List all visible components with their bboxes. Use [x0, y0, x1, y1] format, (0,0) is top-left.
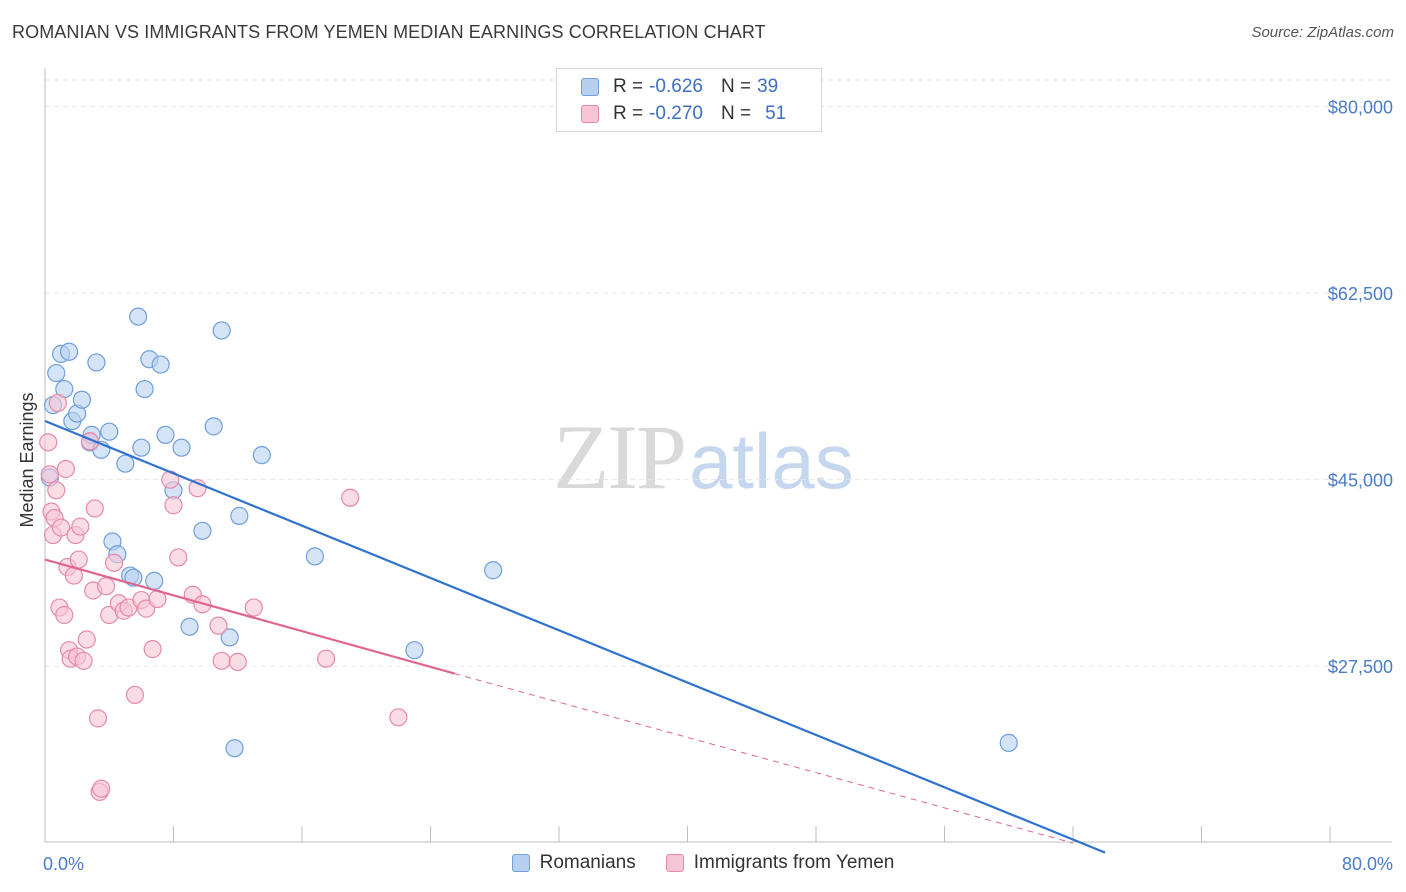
point-romanians	[225, 739, 244, 758]
point-yemen	[104, 553, 124, 572]
point-romanians	[151, 355, 170, 374]
point-yemen	[39, 433, 58, 452]
gridlines	[45, 79, 1392, 667]
trend-line-yemen-extension	[454, 673, 1074, 844]
point-romanians	[156, 425, 175, 444]
legend-r-label: R =	[613, 103, 644, 124]
point-romanians	[305, 547, 324, 566]
watermark-zip: ZIP	[553, 406, 687, 508]
legend-r-label: R =	[613, 76, 644, 97]
point-yemen	[71, 517, 90, 536]
legend-n-value: 39	[757, 76, 779, 97]
legend-row-romanians: R = -0.626 N = 39	[581, 74, 778, 100]
y-tick-label: $62,500	[1328, 284, 1393, 304]
trend-lines	[44, 420, 1106, 854]
point-yemen	[69, 550, 88, 569]
x-tick-label-max: 80.0%	[1342, 854, 1393, 874]
legend-n-label: N =	[720, 103, 752, 124]
data-points	[39, 307, 1018, 802]
point-yemen	[77, 630, 96, 649]
y-tick-label: $27,500	[1328, 657, 1393, 677]
point-romanians	[405, 641, 424, 660]
point-romanians	[87, 353, 106, 372]
legend-n-label: N =	[720, 76, 752, 97]
zipatlas-watermark: ZIPatlas	[553, 404, 854, 510]
point-romanians	[100, 422, 119, 441]
trend-line-yemen	[44, 558, 455, 675]
point-romanians	[193, 521, 212, 540]
legend-swatch-romanians	[511, 854, 530, 872]
point-yemen	[244, 598, 263, 617]
axis-labels: $80,000 $62,500 $45,000 $27,500 0.0% 80.0% Med…	[17, 98, 1393, 874]
axes	[44, 68, 1392, 843]
point-yemen	[164, 496, 183, 515]
point-yemen	[88, 709, 108, 728]
point-yemen	[48, 393, 67, 413]
legend-swatch-romanians	[581, 78, 599, 96]
source-credit: Source: ZipAtlas.com	[1251, 24, 1394, 41]
point-romanians	[59, 342, 79, 361]
point-romanians	[180, 617, 199, 636]
legend-item-romanians[interactable]: Romanians	[511, 852, 636, 874]
y-axis-title: Median Earnings	[17, 392, 37, 527]
point-romanians	[204, 417, 223, 436]
point-yemen	[85, 499, 104, 518]
point-yemen	[316, 649, 336, 668]
point-romanians	[145, 571, 164, 590]
trend-line-romanians	[44, 420, 1106, 854]
point-yemen	[40, 465, 59, 484]
y-tick-label: $45,000	[1328, 471, 1393, 491]
legend-swatch-yemen	[665, 854, 684, 872]
point-romanians	[172, 438, 191, 457]
legend-n-value: 51	[765, 103, 787, 124]
x-tick-label-min: 0.0%	[43, 854, 84, 874]
point-romanians	[252, 446, 271, 465]
point-romanians	[999, 733, 1018, 752]
point-yemen	[56, 459, 75, 479]
point-yemen	[47, 481, 66, 500]
legend-item-yemen[interactable]: Immigrants from Yemen	[665, 852, 895, 874]
point-yemen	[125, 685, 145, 705]
watermark-atlas: atlas	[689, 417, 854, 505]
chart-title: ROMANIAN VS IMMIGRANTS FROM YEMEN MEDIAN…	[12, 22, 766, 42]
point-yemen	[209, 616, 228, 635]
point-yemen	[51, 518, 71, 537]
correlation-legend: R = -0.626 N = 39 R = -0.270 N = 51	[556, 68, 822, 132]
point-yemen	[143, 640, 162, 659]
legend-label-yemen: Immigrants from Yemen	[693, 852, 895, 873]
point-yemen	[96, 577, 116, 596]
point-yemen	[74, 651, 93, 670]
point-romanians	[230, 506, 249, 525]
series-legend: Romanians Immigrants from Yemen	[0, 852, 1406, 874]
point-romanians	[47, 363, 66, 383]
legend-swatch-yemen	[581, 105, 599, 123]
y-tick-label: $80,000	[1328, 98, 1393, 118]
point-yemen	[228, 652, 247, 671]
point-romanians	[129, 307, 148, 326]
point-yemen	[212, 651, 231, 670]
point-yemen	[55, 605, 74, 625]
point-romanians	[135, 379, 154, 399]
point-romanians	[72, 390, 92, 409]
point-yemen	[389, 708, 408, 727]
point-romanians	[132, 438, 151, 457]
legend-row-yemen: R = -0.270 N = 51	[581, 101, 786, 127]
legend-r-value: -0.626	[649, 76, 703, 97]
legend-r-value: -0.270	[649, 103, 703, 124]
point-romanians	[116, 454, 135, 473]
point-romanians	[212, 321, 231, 340]
legend-label-romanians: Romanians	[539, 852, 636, 873]
point-yemen	[92, 779, 111, 798]
point-romanians	[484, 561, 503, 580]
point-yemen	[169, 548, 188, 567]
point-romanians	[220, 628, 239, 647]
point-yemen	[341, 488, 360, 507]
